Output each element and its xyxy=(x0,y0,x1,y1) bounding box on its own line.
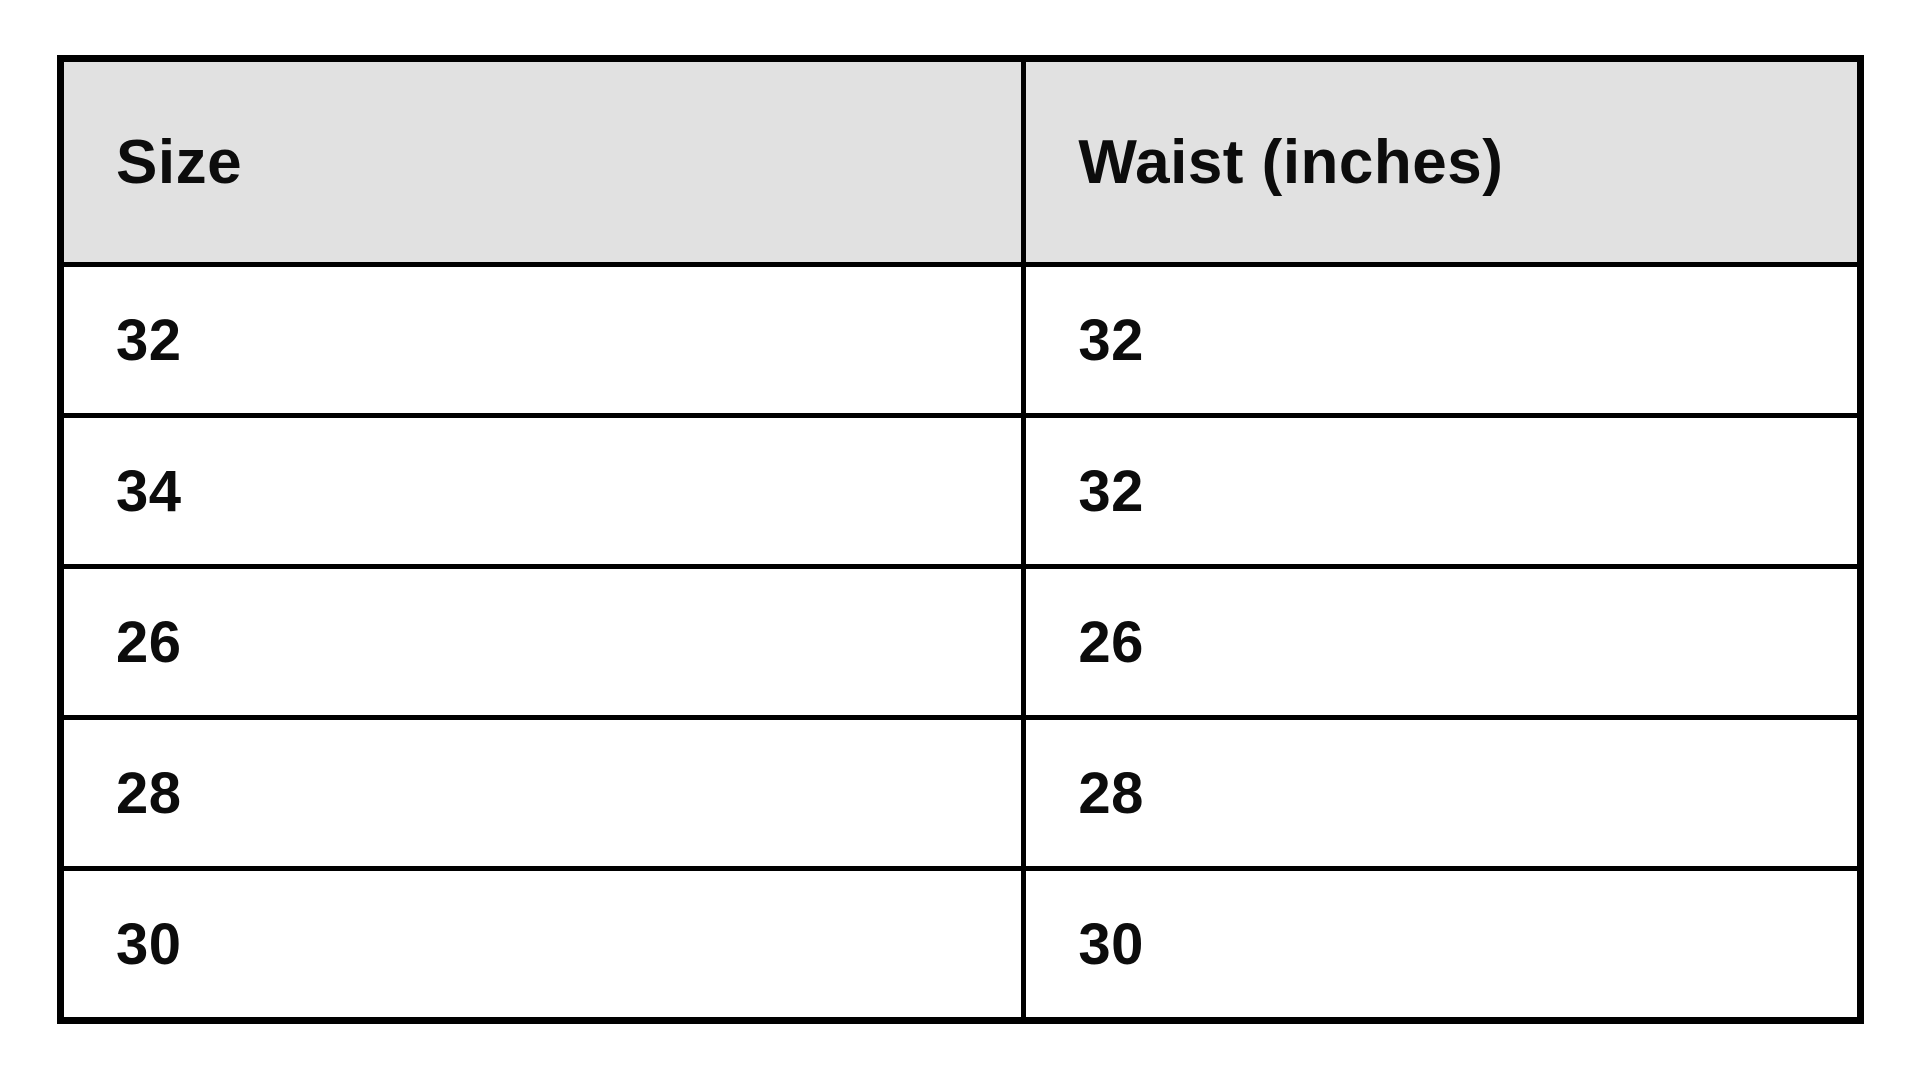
size-cell: 26 xyxy=(57,564,1027,720)
table-row: 26 26 xyxy=(57,564,1863,720)
table-header: Size Waist (inches) xyxy=(57,56,1863,267)
size-cell: 30 xyxy=(57,866,1027,1023)
table-row: 32 32 xyxy=(57,262,1863,418)
waist-cell: 32 xyxy=(1021,262,1863,418)
table-body: 32 32 34 32 26 26 28 28 30 30 xyxy=(57,262,1863,1023)
waist-cell: 32 xyxy=(1021,413,1863,569)
size-chart-table: Size Waist (inches) 32 32 34 32 26 26 28… xyxy=(57,55,1864,1024)
waist-cell: 26 xyxy=(1021,564,1863,720)
header-row: Size Waist (inches) xyxy=(57,56,1863,267)
waist-cell: 30 xyxy=(1021,866,1863,1023)
column-header-waist: Waist (inches) xyxy=(1021,56,1863,267)
table-row: 34 32 xyxy=(57,413,1863,569)
size-cell: 28 xyxy=(57,715,1027,871)
waist-cell: 28 xyxy=(1021,715,1863,871)
column-header-size: Size xyxy=(57,56,1027,267)
size-cell: 32 xyxy=(57,262,1027,418)
table-row: 30 30 xyxy=(57,866,1863,1023)
size-chart: Size Waist (inches) 32 32 34 32 26 26 28… xyxy=(57,55,1864,1024)
size-cell: 34 xyxy=(57,413,1027,569)
table-row: 28 28 xyxy=(57,715,1863,871)
